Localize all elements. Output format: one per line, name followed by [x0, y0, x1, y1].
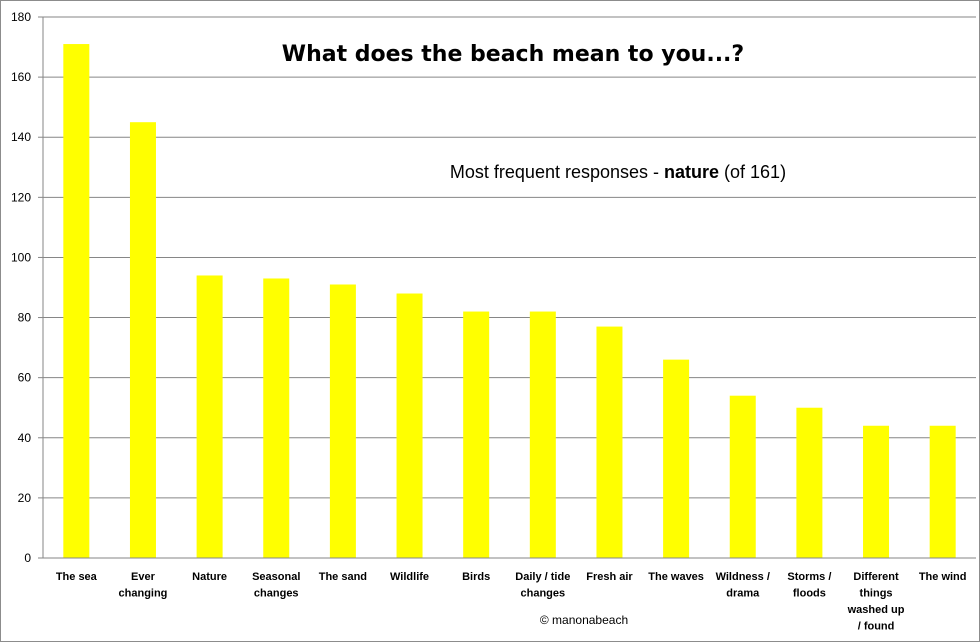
y-tick-label: 0 [24, 551, 31, 565]
x-tick-label: The sand [319, 571, 367, 583]
x-axis-ticks: The sea Ever changing Nature Seasonal changes… [56, 571, 967, 633]
y-tick-label: 40 [18, 431, 32, 445]
x-tick-label: Birds [462, 571, 490, 583]
x-tick-label: The sea [56, 571, 98, 583]
bar [663, 359, 690, 558]
y-tick-label: 80 [18, 311, 32, 325]
y-tick-label: 140 [11, 130, 31, 144]
y-tick-label: 160 [11, 70, 31, 84]
chart-title: What does the beach mean to you...? [282, 42, 744, 67]
bar [929, 425, 956, 558]
bar [463, 311, 490, 558]
x-tick-label: Ever changing [119, 571, 168, 600]
x-tick-label: Storms / floods [787, 571, 831, 600]
x-tick-label: Seasonal changes [252, 571, 300, 600]
bar [729, 395, 756, 558]
bar [263, 278, 290, 558]
x-tick-label: Nature [192, 571, 227, 583]
chart-subtitle-bold: nature [664, 162, 719, 182]
x-tick-label: Fresh air [586, 571, 633, 583]
x-tick-label: Wildness / drama [716, 571, 770, 600]
chart-subtitle-prefix: Most frequent responses - [450, 162, 664, 182]
bar [396, 293, 423, 558]
bar [596, 326, 623, 558]
y-tick-label: 60 [18, 371, 32, 385]
x-tick-label: The waves [648, 571, 704, 583]
x-tick-label: The wind [919, 571, 967, 583]
x-tick-label: Wildlife [390, 571, 429, 583]
x-tick-label: Daily / tide changes [515, 571, 570, 600]
bars [63, 44, 956, 559]
y-tick-label: 120 [11, 190, 31, 204]
bar [196, 275, 223, 558]
chart-subtitle-suffix: (of 161) [719, 162, 786, 182]
credit-text: © manonabeach [540, 613, 628, 627]
y-axis-ticks: 0 20 40 60 80 100 120 140 160 180 [11, 10, 43, 565]
bar [863, 425, 890, 558]
bar [529, 311, 556, 558]
bar [796, 407, 823, 558]
bar [63, 44, 90, 559]
y-tick-label: 180 [11, 10, 31, 24]
bar [329, 284, 356, 558]
y-tick-label: 100 [11, 250, 31, 264]
gridlines [43, 16, 976, 499]
chart-subtitle: Most frequent responses - nature (of 161… [450, 162, 786, 182]
x-tick-label: Different things washed up / found [847, 571, 905, 633]
bar [129, 122, 156, 558]
y-tick-label: 20 [18, 491, 32, 505]
